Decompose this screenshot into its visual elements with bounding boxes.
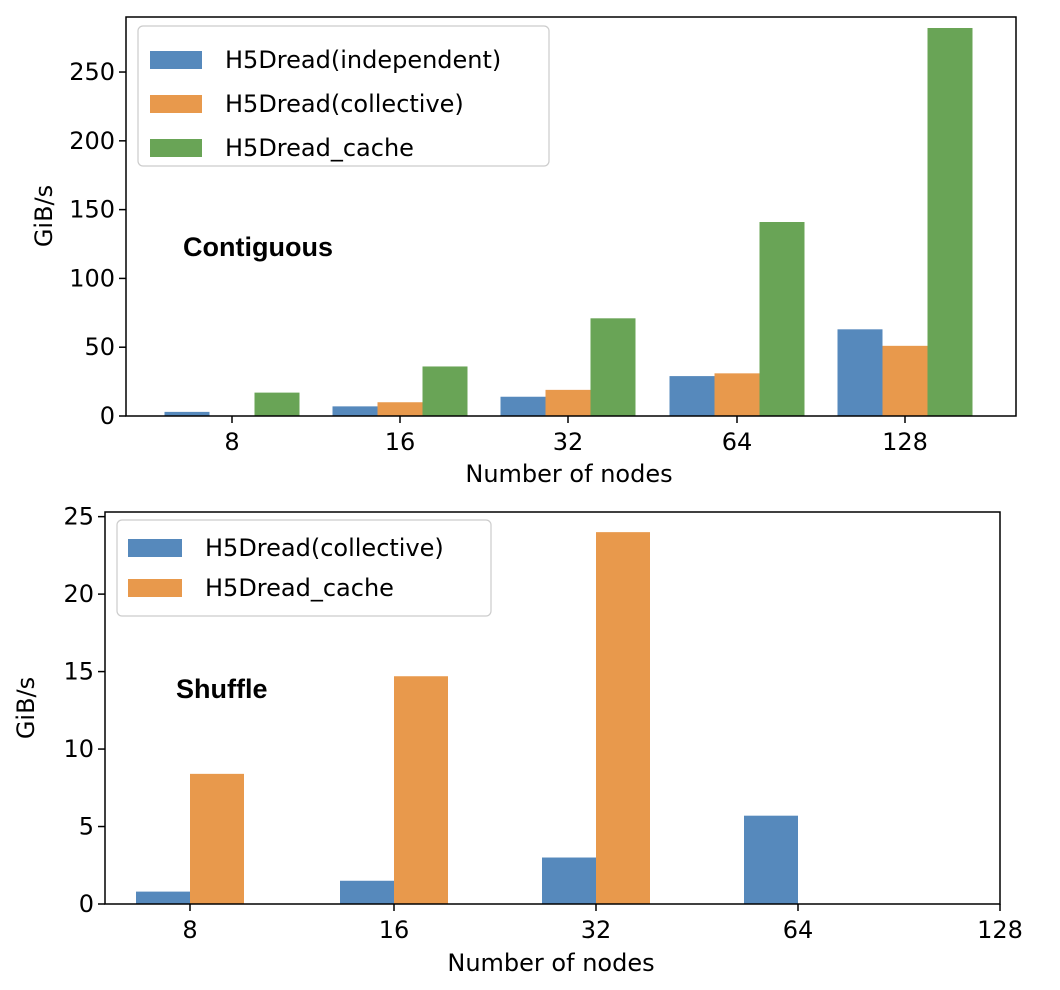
bar-h5dread-collective--128	[882, 345, 928, 416]
chart-annotation: Contiguous	[183, 232, 333, 262]
legend-label: H5Dread_cache	[205, 574, 394, 602]
bar-h5dread-cache-8	[190, 773, 244, 904]
x-tick-label: 64	[722, 428, 753, 456]
legend-swatch	[150, 139, 202, 157]
x-tick-label: 32	[553, 428, 584, 456]
bar-h5dread-independent--8	[164, 411, 210, 416]
bar-h5dread-collective--8	[136, 891, 190, 904]
bar-h5dread-independent--128	[837, 329, 883, 416]
bar-h5dread-independent--32	[500, 396, 546, 416]
legend-label: H5Dread_cache	[225, 134, 414, 162]
legend-swatch	[128, 579, 182, 597]
y-tick-label: 5	[79, 813, 94, 841]
chart-annotation: Shuffle	[176, 674, 268, 704]
plot-frame	[104, 511, 1001, 905]
bar-h5dread-cache-32	[590, 318, 636, 416]
y-tick-label: 25	[63, 503, 94, 531]
y-tick-label: 250	[69, 58, 115, 86]
shuffle-chart: 0 5 10 15 20 25 8 16 32 64 128 Number of nodes GiB/s…	[12, 503, 1023, 977]
y-axis-title: GiB/s	[30, 185, 58, 247]
bar-h5dread-cache-32	[596, 532, 650, 904]
bar-h5dread-collective--32	[542, 857, 596, 904]
contiguous-chart: 0 50 100 150 200 250 8 16 32 64 128 Number of nodes…	[30, 16, 1017, 488]
x-tick-label: 128	[882, 428, 928, 456]
legend-box	[116, 519, 492, 617]
bar-h5dread-collective--64	[744, 815, 798, 904]
y-tick-label: 10	[63, 735, 94, 763]
bar-h5dread-cache-8	[254, 392, 300, 416]
y-tick-label: 200	[69, 127, 115, 155]
legend-swatch	[150, 51, 202, 69]
x-tick-label: 32	[581, 916, 612, 944]
bar-h5dread-collective--16	[340, 880, 394, 904]
bar-h5dread-independent--16	[332, 406, 378, 416]
y-tick-label: 100	[69, 264, 115, 292]
y-tick-label: 0	[100, 402, 115, 430]
y-tick-label: 50	[84, 333, 115, 361]
legend-label: H5Dread(collective)	[205, 534, 444, 562]
x-axis-title: Number of nodes	[465, 460, 672, 488]
legend-box	[137, 25, 550, 167]
bar-h5dread-collective--32	[545, 389, 591, 416]
bar-h5dread-collective--16	[377, 402, 423, 416]
legend-label: H5Dread(collective)	[225, 90, 464, 118]
y-tick-label: 0	[79, 890, 94, 918]
y-tick-label: 150	[69, 196, 115, 224]
bar-h5dread-independent--64	[669, 376, 715, 416]
bar-h5dread-cache-16	[422, 366, 468, 416]
bar-h5dread-cache-16	[394, 676, 448, 904]
x-tick-label: 128	[977, 916, 1023, 944]
y-axis-title: GiB/s	[12, 677, 40, 739]
legend-swatch	[150, 95, 202, 113]
legend-swatch	[128, 539, 182, 557]
legend-label: H5Dread(independent)	[225, 46, 501, 74]
x-tick-label: 8	[224, 428, 239, 456]
plot-frame	[125, 16, 1017, 417]
x-tick-label: 16	[379, 916, 410, 944]
x-tick-label: 64	[783, 916, 814, 944]
x-axis-title: Number of nodes	[447, 949, 654, 977]
y-tick-label: 15	[63, 658, 94, 686]
bar-h5dread-cache-64	[759, 222, 805, 416]
bar-h5dread-cache-128	[927, 28, 973, 416]
bar-h5dread-collective--64	[714, 373, 760, 416]
y-tick-label: 20	[63, 580, 94, 608]
x-tick-label: 16	[385, 428, 416, 456]
x-tick-label: 8	[182, 916, 197, 944]
